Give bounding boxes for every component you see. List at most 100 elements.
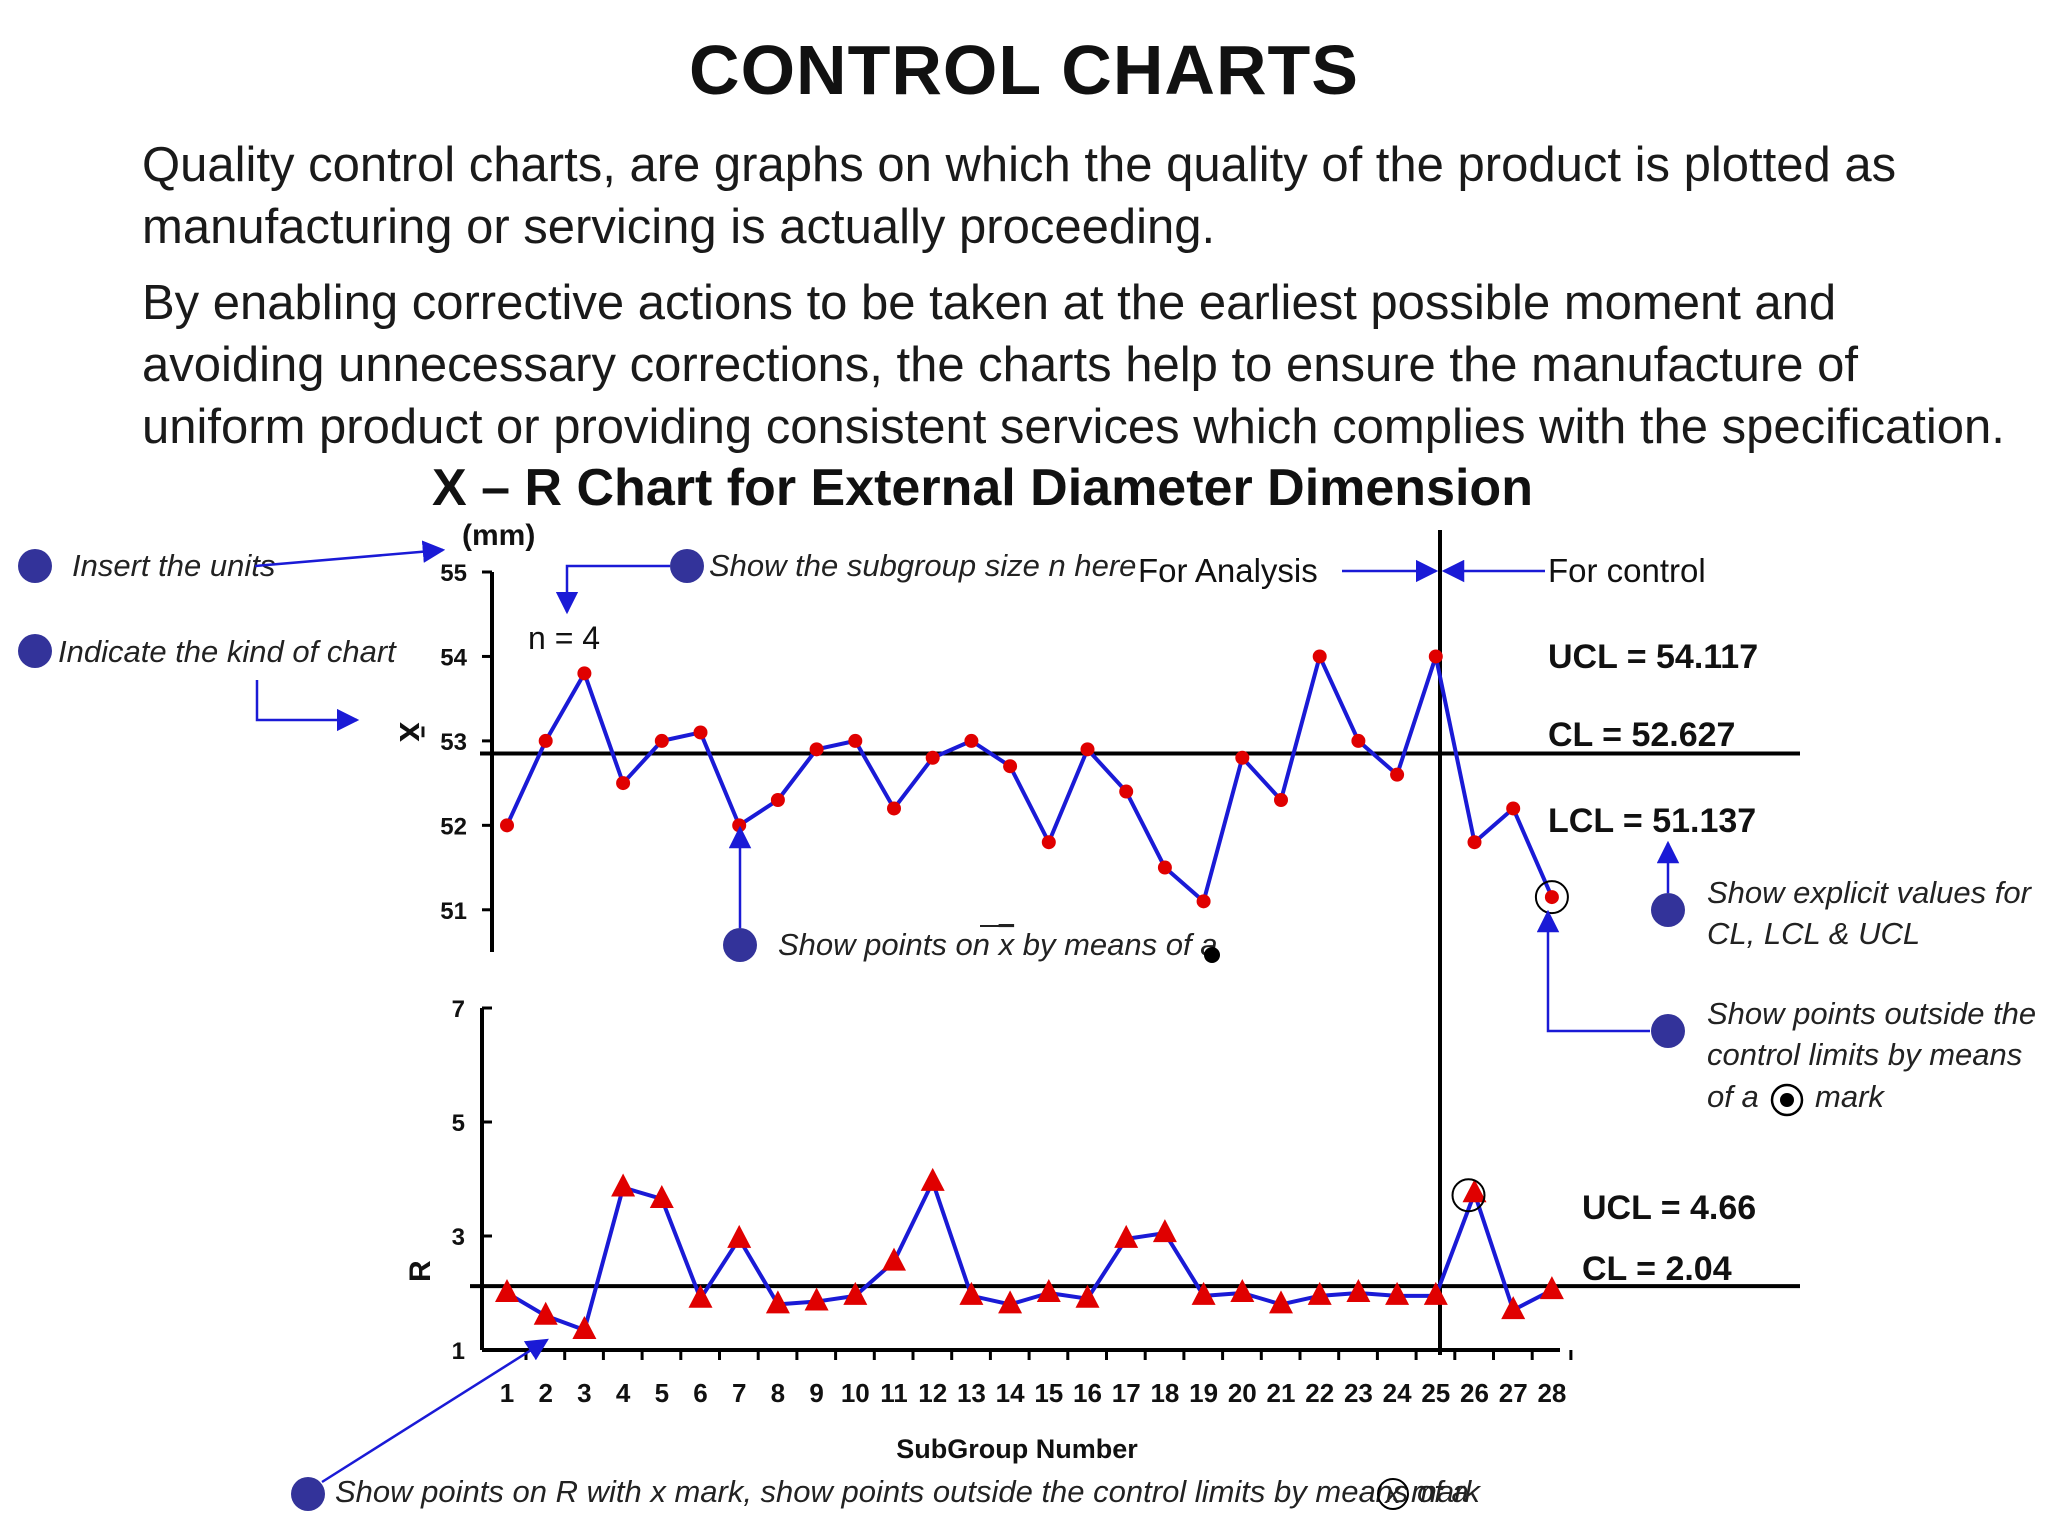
range-point xyxy=(1346,1279,1371,1302)
range-points-note-end: mark xyxy=(1411,1474,1481,1509)
bullet-icon xyxy=(723,928,757,962)
chart-title: X – R Chart for External Diameter Dimens… xyxy=(432,459,1533,517)
range-point xyxy=(495,1279,519,1302)
xbar-series-line xyxy=(505,654,1554,904)
xbar-point xyxy=(577,666,592,681)
range-point xyxy=(1539,1276,1564,1300)
outside-note-line2: control limits by means xyxy=(1707,1037,2022,1072)
x-axis-label: SubGroup Number xyxy=(896,1434,1138,1464)
xbar-point xyxy=(1390,767,1405,782)
xbar-y-tick-label: 51 xyxy=(440,898,467,925)
section-analysis-label: For Analysis xyxy=(1138,552,1318,589)
xbar-axis-label: x̄ xyxy=(392,722,433,742)
xbar-y-tick-label: 55 xyxy=(440,560,467,587)
circled-x-icon xyxy=(1377,1478,1409,1510)
range-point xyxy=(611,1173,636,1197)
bullet-icon xyxy=(670,549,704,583)
xbar-point xyxy=(1428,649,1443,664)
xbar-point xyxy=(1467,835,1482,850)
xbar-lcl-label: LCL = 51.137 xyxy=(1548,802,1756,840)
x-tick-label: 24 xyxy=(1383,1378,1412,1408)
range-point xyxy=(1036,1279,1061,1302)
xbar-point xyxy=(1274,793,1288,807)
xbar-y-tick-label: 54 xyxy=(440,644,467,671)
purpose-paragraph: By enabling corrective actions to be tak… xyxy=(142,276,2005,454)
x-tick-label: 8 xyxy=(771,1378,785,1408)
range-point xyxy=(765,1290,790,1314)
bullet-icon xyxy=(1651,893,1685,927)
chart-kind-note: Indicate the kind of chart xyxy=(58,634,397,669)
range-points-note: Show points on R with x mark, show point… xyxy=(335,1474,1469,1509)
range-point xyxy=(1114,1224,1139,1248)
subgroup-arrow xyxy=(555,564,670,615)
outside-note-line3: of a xyxy=(1707,1079,1759,1114)
x-tick-label: 7 xyxy=(732,1378,746,1408)
x-tick-label: 21 xyxy=(1267,1378,1296,1408)
x-tick-label: 17 xyxy=(1112,1378,1141,1408)
xbar-point xyxy=(654,733,669,748)
intro-paragraph: Quality control charts, are graphs on wh… xyxy=(142,138,1897,254)
xbar-point xyxy=(1235,750,1250,765)
x-tick-label: 2 xyxy=(538,1378,552,1408)
range-point xyxy=(1423,1281,1448,1305)
xbar-ucl-label: UCL = 54.117 xyxy=(1548,638,1758,676)
explicit-values-note-line2: CL, LCL & UCL xyxy=(1707,916,1920,951)
range-point xyxy=(1385,1281,1410,1305)
xbar-point xyxy=(887,801,901,816)
range-axis-label: R xyxy=(404,1260,437,1282)
range-point xyxy=(959,1281,984,1305)
subgroup-size-label: n = 4 xyxy=(528,620,600,656)
outside-note-line4: mark xyxy=(1815,1079,1885,1114)
bullet-icon xyxy=(1651,1014,1685,1048)
range-point xyxy=(1191,1281,1216,1305)
xbar-point xyxy=(925,750,940,765)
xbar-point xyxy=(1312,649,1327,664)
x-tick-label: 11 xyxy=(880,1378,908,1408)
xbar-point xyxy=(1157,860,1172,875)
range-point xyxy=(1230,1279,1255,1302)
outside-note-line1: Show points outside the xyxy=(1707,996,2036,1031)
range-point xyxy=(882,1247,906,1271)
range-point xyxy=(572,1316,597,1340)
xbar-y-tick-label: 53 xyxy=(440,729,467,756)
x-tick-label: 6 xyxy=(693,1378,707,1408)
xbar-point xyxy=(500,818,514,833)
x-tick-label: 27 xyxy=(1499,1378,1528,1408)
x-tick-label: 15 xyxy=(1034,1378,1063,1408)
x-tick-label: 18 xyxy=(1150,1378,1179,1408)
xbar-point xyxy=(1119,784,1134,799)
xbar-point xyxy=(1080,742,1095,757)
range-point xyxy=(920,1167,945,1191)
circled-x-letter: x xyxy=(1383,1475,1402,1510)
x-tick-label: 14 xyxy=(996,1378,1025,1408)
x-tick-label: 5 xyxy=(655,1378,669,1408)
unit-label: (mm) xyxy=(462,519,535,552)
x-tick-label: 1 xyxy=(500,1378,514,1408)
range-point xyxy=(804,1287,829,1311)
range-point xyxy=(1501,1296,1526,1320)
x-tick-label: 9 xyxy=(809,1378,823,1408)
circled-dot-icon xyxy=(1770,1083,1804,1117)
explicit-values-note-line1: Show explicit values for xyxy=(1707,875,2033,910)
range-point xyxy=(1307,1281,1332,1305)
outside-arrow xyxy=(1536,909,1650,1033)
x-tick-label: 26 xyxy=(1460,1378,1489,1408)
x-tick-label: 25 xyxy=(1421,1378,1450,1408)
range-point xyxy=(1075,1284,1100,1308)
x-tick-label: 22 xyxy=(1305,1378,1334,1408)
x-tick-label: 20 xyxy=(1228,1378,1257,1408)
units-arrow xyxy=(254,540,446,568)
range-points-arrow xyxy=(321,1338,549,1484)
xbar-point xyxy=(1003,759,1018,774)
x-tick-label: 10 xyxy=(841,1378,870,1408)
circled-dot-icon-core xyxy=(1780,1093,1794,1107)
range-cl-label: CL = 2.04 xyxy=(1582,1250,1732,1288)
xbar-points-note: Show points on x by means of a xyxy=(778,927,1217,962)
xbar-point xyxy=(1544,890,1559,905)
range-y-tick-label: 1 xyxy=(452,1338,465,1365)
xbar-point xyxy=(538,733,553,748)
bullet-icon xyxy=(18,634,52,668)
range-outside-marker xyxy=(1451,1178,1486,1213)
range-series-line xyxy=(505,1179,1553,1333)
